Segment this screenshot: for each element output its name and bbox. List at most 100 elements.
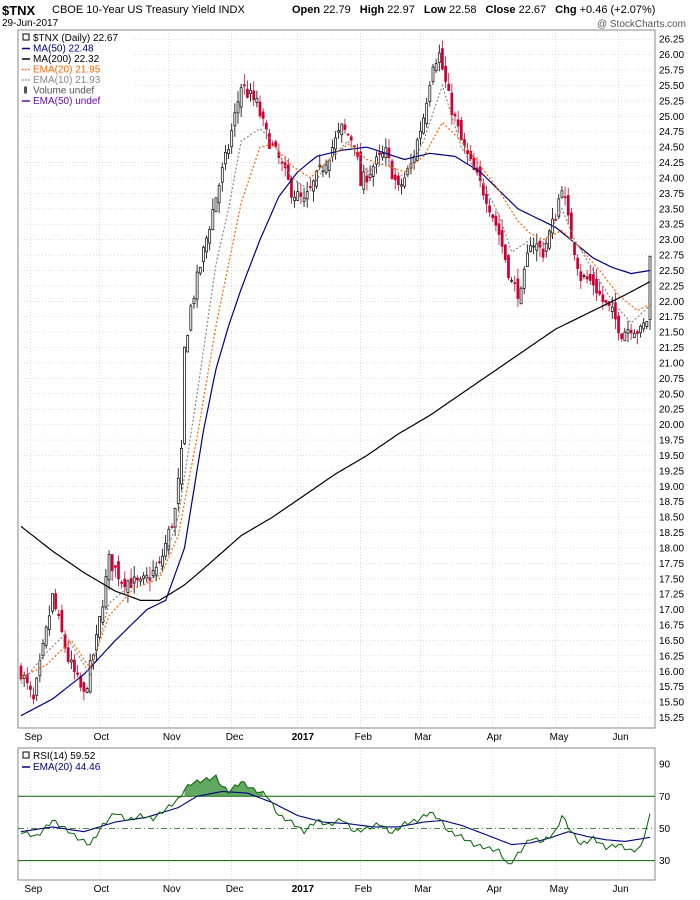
candle-up bbox=[529, 245, 532, 252]
rsi-legend-entry: EMA(20) 44.46 bbox=[33, 762, 101, 773]
candle-up bbox=[224, 152, 227, 165]
price-grid bbox=[18, 38, 655, 718]
candle-down bbox=[353, 145, 356, 148]
candle-up bbox=[302, 197, 306, 202]
legend-swatch bbox=[24, 86, 27, 94]
candle-up bbox=[176, 477, 180, 504]
candle-down bbox=[601, 294, 605, 302]
candle-down bbox=[494, 215, 498, 226]
candle-down bbox=[463, 139, 466, 146]
candle-up bbox=[375, 156, 378, 165]
rsi-y-tick-label: 70 bbox=[659, 792, 671, 803]
open-value: 22.79 bbox=[323, 4, 351, 16]
price-y-tick-label: 17.50 bbox=[659, 574, 684, 585]
candle-up bbox=[180, 448, 183, 485]
candle-down bbox=[507, 255, 510, 279]
candle-up bbox=[101, 606, 105, 623]
candle-down bbox=[117, 561, 120, 580]
candle-down bbox=[242, 84, 246, 87]
price-y-tick-label: 21.50 bbox=[659, 328, 684, 339]
candle-down bbox=[576, 257, 580, 269]
candle-up bbox=[167, 528, 171, 550]
price-y-tick-label: 18.75 bbox=[659, 497, 684, 508]
candle-up bbox=[525, 252, 529, 267]
rsi-line bbox=[20, 774, 651, 865]
close-label: Close bbox=[485, 4, 516, 16]
price-y-tick-label: 17.75 bbox=[659, 559, 684, 570]
ohlc-readout: Open 22.79 High 22.97 Low 22.58 Close 22… bbox=[292, 4, 661, 16]
candle-down bbox=[54, 593, 57, 610]
candle-up bbox=[626, 329, 630, 334]
candle-down bbox=[397, 175, 400, 186]
candle-down bbox=[346, 133, 350, 136]
candle-down bbox=[488, 205, 491, 213]
candle-up bbox=[557, 198, 561, 218]
price-y-tick-label: 25.50 bbox=[659, 81, 684, 92]
rsi-y-tick-label: 50 bbox=[659, 824, 671, 835]
candle-down bbox=[598, 290, 602, 295]
price-x-tick-label: Feb bbox=[355, 732, 373, 743]
candle-down bbox=[123, 578, 127, 588]
candle-up bbox=[632, 333, 636, 338]
rsi-x-tick-label: Sep bbox=[24, 884, 42, 895]
ema20-line bbox=[20, 121, 651, 678]
price-y-tick-label: 19.50 bbox=[659, 451, 684, 462]
candle-up bbox=[211, 209, 215, 230]
candle-up bbox=[230, 130, 234, 148]
high-value: 22.97 bbox=[387, 4, 415, 16]
open-label: Open bbox=[292, 4, 321, 16]
symbol: $TNX bbox=[2, 3, 36, 18]
candle-down bbox=[579, 271, 583, 281]
candle-up bbox=[519, 287, 523, 305]
candle-up bbox=[88, 660, 92, 693]
candle-down bbox=[538, 240, 542, 248]
candle-down bbox=[469, 151, 473, 160]
candles bbox=[19, 40, 652, 705]
candle-down bbox=[258, 101, 262, 117]
ema10-line bbox=[20, 83, 651, 684]
candle-down bbox=[32, 694, 35, 700]
candle-down bbox=[82, 682, 86, 692]
candle-down bbox=[120, 582, 123, 584]
candle-up bbox=[69, 659, 73, 663]
high-label: High bbox=[359, 4, 385, 16]
candle-up bbox=[639, 325, 642, 334]
candle-down bbox=[66, 647, 70, 662]
price-y-tick-label: 17.25 bbox=[659, 590, 684, 601]
candle-up bbox=[233, 112, 237, 127]
candle-down bbox=[290, 177, 293, 198]
candle-down bbox=[343, 124, 347, 130]
candle-up bbox=[368, 173, 372, 179]
candle-up bbox=[293, 196, 296, 202]
candle-up bbox=[44, 626, 48, 646]
price-y-tick-label: 15.25 bbox=[659, 713, 684, 724]
candle-up bbox=[522, 268, 526, 289]
candle-up bbox=[340, 123, 344, 136]
candle-down bbox=[472, 157, 476, 171]
price-legend-entry: MA(50) 22.48 bbox=[33, 44, 94, 55]
candle-up bbox=[183, 346, 186, 444]
candle-up bbox=[192, 297, 196, 305]
candle-down bbox=[387, 147, 391, 159]
candle-up bbox=[47, 615, 51, 630]
candle-up bbox=[214, 197, 218, 213]
candle-up bbox=[371, 165, 375, 177]
candle-up bbox=[198, 267, 202, 274]
price-x-tick-label: Jun bbox=[613, 732, 629, 743]
legend-swatch bbox=[22, 751, 30, 759]
candle-up bbox=[145, 574, 149, 579]
candle-up bbox=[151, 570, 155, 577]
price-x-tick-label: 2017 bbox=[292, 732, 315, 743]
candle-down bbox=[378, 152, 381, 155]
candle-down bbox=[19, 665, 23, 680]
price-y-tick-label: 23.25 bbox=[659, 220, 684, 231]
candle-down bbox=[261, 111, 265, 119]
price-x-tick-label: Apr bbox=[487, 732, 503, 743]
price-y-tick-label: 24.50 bbox=[659, 143, 684, 154]
candle-up bbox=[415, 139, 419, 161]
rsi-x-tick-label: May bbox=[550, 884, 569, 895]
candle-down bbox=[268, 133, 271, 150]
price-legend-entry: $TNX (Daily) 22.67 bbox=[33, 33, 118, 44]
candle-down bbox=[25, 674, 29, 684]
price-y-tick-label: 25.75 bbox=[659, 66, 684, 77]
